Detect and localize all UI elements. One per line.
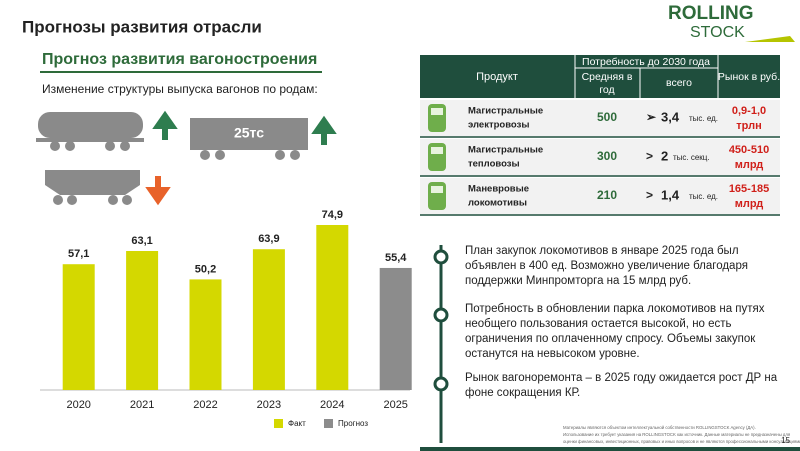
product-name: Магистральные: [468, 106, 543, 117]
header-cell: год: [599, 84, 614, 96]
bullet-dot: [433, 376, 449, 392]
market-value: 165-185: [729, 183, 769, 195]
value-label: 74,9: [322, 209, 343, 221]
footnote-line: оценки финансовых, инвестиционных, право…: [563, 439, 800, 444]
header-cell: всего: [666, 77, 692, 89]
locomotive-icon: [428, 143, 446, 171]
avg-value: 500: [597, 110, 617, 124]
bar: [316, 225, 349, 390]
bullets: План закупок локомотивов в январе 2025 г…: [433, 245, 778, 399]
logo: ROLLING: [668, 3, 754, 24]
bullet-text: План закупок локомотивов в январе 2025 г…: [465, 245, 739, 257]
bullet-text: ограничения по оплаченному спросу. Объем…: [465, 333, 756, 345]
value-label: 50,2: [195, 263, 216, 275]
total-sign: >: [646, 149, 653, 163]
footnote-line: Использование их требует указания на ROL…: [563, 432, 791, 437]
x-tick-label: 2021: [130, 399, 154, 411]
value-label: 63,1: [131, 235, 152, 247]
icon-window: [431, 108, 443, 115]
section-title: Прогноз развития вагоностроения: [42, 51, 317, 68]
avg-value: 210: [597, 188, 617, 202]
logo: STOCK: [690, 24, 745, 41]
section-subtitle: Изменение структуры выпуска вагонов по р…: [42, 82, 318, 96]
legend-label: Факт: [288, 419, 306, 428]
total-unit: тыс. секц.: [673, 153, 710, 162]
bar: [126, 250, 159, 390]
header-cell: Средняя в: [582, 71, 633, 83]
slide-title: Прогнозы развития отрасли: [22, 17, 262, 36]
product-name: тепловозы: [468, 159, 520, 170]
header-cell: Потребность до 2030 года: [582, 56, 710, 68]
bar: [189, 279, 222, 390]
avg-value: 300: [597, 149, 617, 163]
bullet-text: Рынок вагоноремонта – в 2025 году ожидае…: [465, 372, 778, 384]
bullet-text: необщего пользования остается высокой, н…: [465, 318, 732, 330]
bullet-text: останутся на невысоком уровне.: [465, 348, 640, 360]
logo-mark: [745, 36, 795, 42]
icon-window: [431, 147, 443, 154]
value-label: 57,1: [68, 248, 89, 260]
bullet-text: Потребность в обновлении парка локомотив…: [465, 303, 765, 315]
x-tick-label: 2025: [383, 399, 407, 411]
market-value: млрд: [735, 198, 764, 210]
total-value: 1,4: [661, 187, 680, 202]
arrow-up: [152, 110, 178, 140]
row-bg: [420, 100, 780, 136]
product-name: локомотивы: [468, 198, 527, 209]
legend-swatch: [324, 419, 333, 428]
wagon-label: 25тс: [234, 125, 264, 141]
product-name: Магистральные: [468, 145, 543, 156]
total-unit: тыс. ед.: [689, 114, 718, 123]
table-body: Магистральные электровозы 500 ➢ 3,4 тыс. ед. 0…: [420, 100, 780, 216]
market-value: млрд: [735, 159, 764, 171]
locomotive-icon: [428, 182, 446, 210]
icon-window: [431, 186, 443, 193]
page-number: 15: [781, 436, 790, 445]
x-tick-label: 2024: [320, 399, 344, 411]
product-name: Маневровые: [468, 184, 529, 195]
table-header: [420, 55, 780, 98]
bullet-text: фоне сокращения КР.: [465, 387, 580, 399]
footnote: Материалы являются объектом интеллектуал…: [563, 425, 800, 444]
product-name: электровозы: [468, 120, 529, 131]
bullet-dot: [433, 307, 449, 323]
total-sign: >: [646, 188, 653, 202]
hopper-wagon-icon: [45, 170, 140, 205]
value-label: 63,9: [258, 233, 279, 245]
legend-swatch: [274, 419, 283, 428]
legend-label: Прогноз: [338, 419, 368, 428]
bullet-text: объявлен в 400 ед. Возможно увеличение б…: [465, 260, 748, 272]
value-label: 55,4: [385, 252, 407, 264]
arrow-down: [145, 176, 171, 206]
header-cell: Продукт: [476, 71, 518, 83]
bottom-bar: [420, 447, 800, 451]
bar: [62, 264, 95, 390]
table: Продукт Потребность до 2030 года Средняя…: [420, 55, 780, 98]
bar: [379, 267, 412, 390]
x-tick-label: 2022: [193, 399, 217, 411]
total-value: 3,4: [661, 109, 680, 124]
market-value: трлн: [736, 120, 761, 132]
bullet-text: поддержки Минпромторга на 15 млрд руб.: [465, 275, 691, 287]
market-value: 0,9-1,0: [732, 105, 766, 117]
market-value: 450-510: [729, 144, 769, 156]
tank-wagon-icon: [36, 112, 144, 151]
bar: [252, 249, 285, 390]
x-tick-label: 2023: [257, 399, 281, 411]
footnote-line: Материалы являются объектом интеллектуал…: [563, 425, 756, 430]
total-value: 2: [661, 148, 668, 163]
total-sign: ➢: [646, 110, 657, 124]
row-bg: [420, 139, 780, 175]
bullet-dot: [433, 249, 449, 265]
locomotive-icon: [428, 104, 446, 132]
arrow-up: [311, 115, 337, 145]
x-tick-label: 2020: [66, 399, 90, 411]
header-cell: Рынок в руб.: [718, 71, 780, 83]
total-unit: тыс. ед.: [689, 192, 718, 201]
bar-chart: 2020 57,1 2021 63,1 2022 50,2 2023 63,9 2024 74,9…: [40, 209, 412, 428]
gondola-wagon-icon: 25тс: [190, 118, 308, 160]
row-bg: [420, 178, 780, 214]
